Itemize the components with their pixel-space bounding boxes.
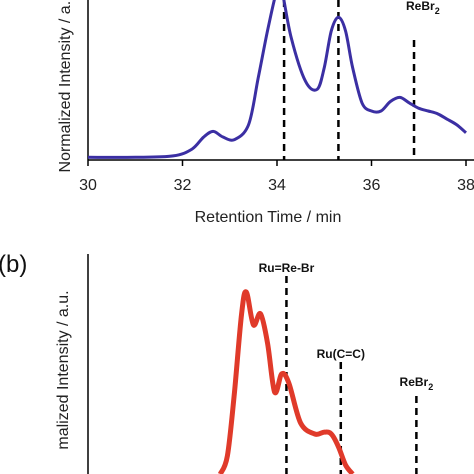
panel-a-x-axis-label: Retention Time / min	[195, 209, 342, 226]
panel-a-y-axis-label: Normalized Intensity / a.u.	[57, 0, 74, 172]
panel-b-series-line	[217, 289, 355, 474]
panel-a-series-line	[87, 0, 467, 159]
panel-a-chart: 30 32 34 36 38 Normalized Intensity / a.u. R…	[57, 0, 474, 226]
panel-a-x-tick-label: 32	[174, 177, 192, 194]
panel-b-marker-label: ReBr2	[400, 375, 434, 392]
panel-a-x-tick-label: 30	[79, 177, 97, 194]
panel-a-x-tick-label: 34	[268, 177, 286, 194]
panel-b-marker-label: Ru=Re-Br	[259, 261, 315, 275]
panel-a-x-tick-label: 38	[457, 177, 474, 194]
panel-a-marker-label: ReBr2	[406, 0, 440, 16]
panel-b-y-axis-label: malized Intensity / a.u.	[55, 290, 72, 449]
panel-b-marker-label: Ru(C=C)	[317, 347, 365, 361]
panel-a-x-tick-label: 36	[363, 177, 381, 194]
panel-b-label: (b)	[0, 251, 27, 278]
panel-b-chart: malized Intensity / a.u. Ru=Re-Br Ru(C=C)…	[55, 254, 433, 474]
